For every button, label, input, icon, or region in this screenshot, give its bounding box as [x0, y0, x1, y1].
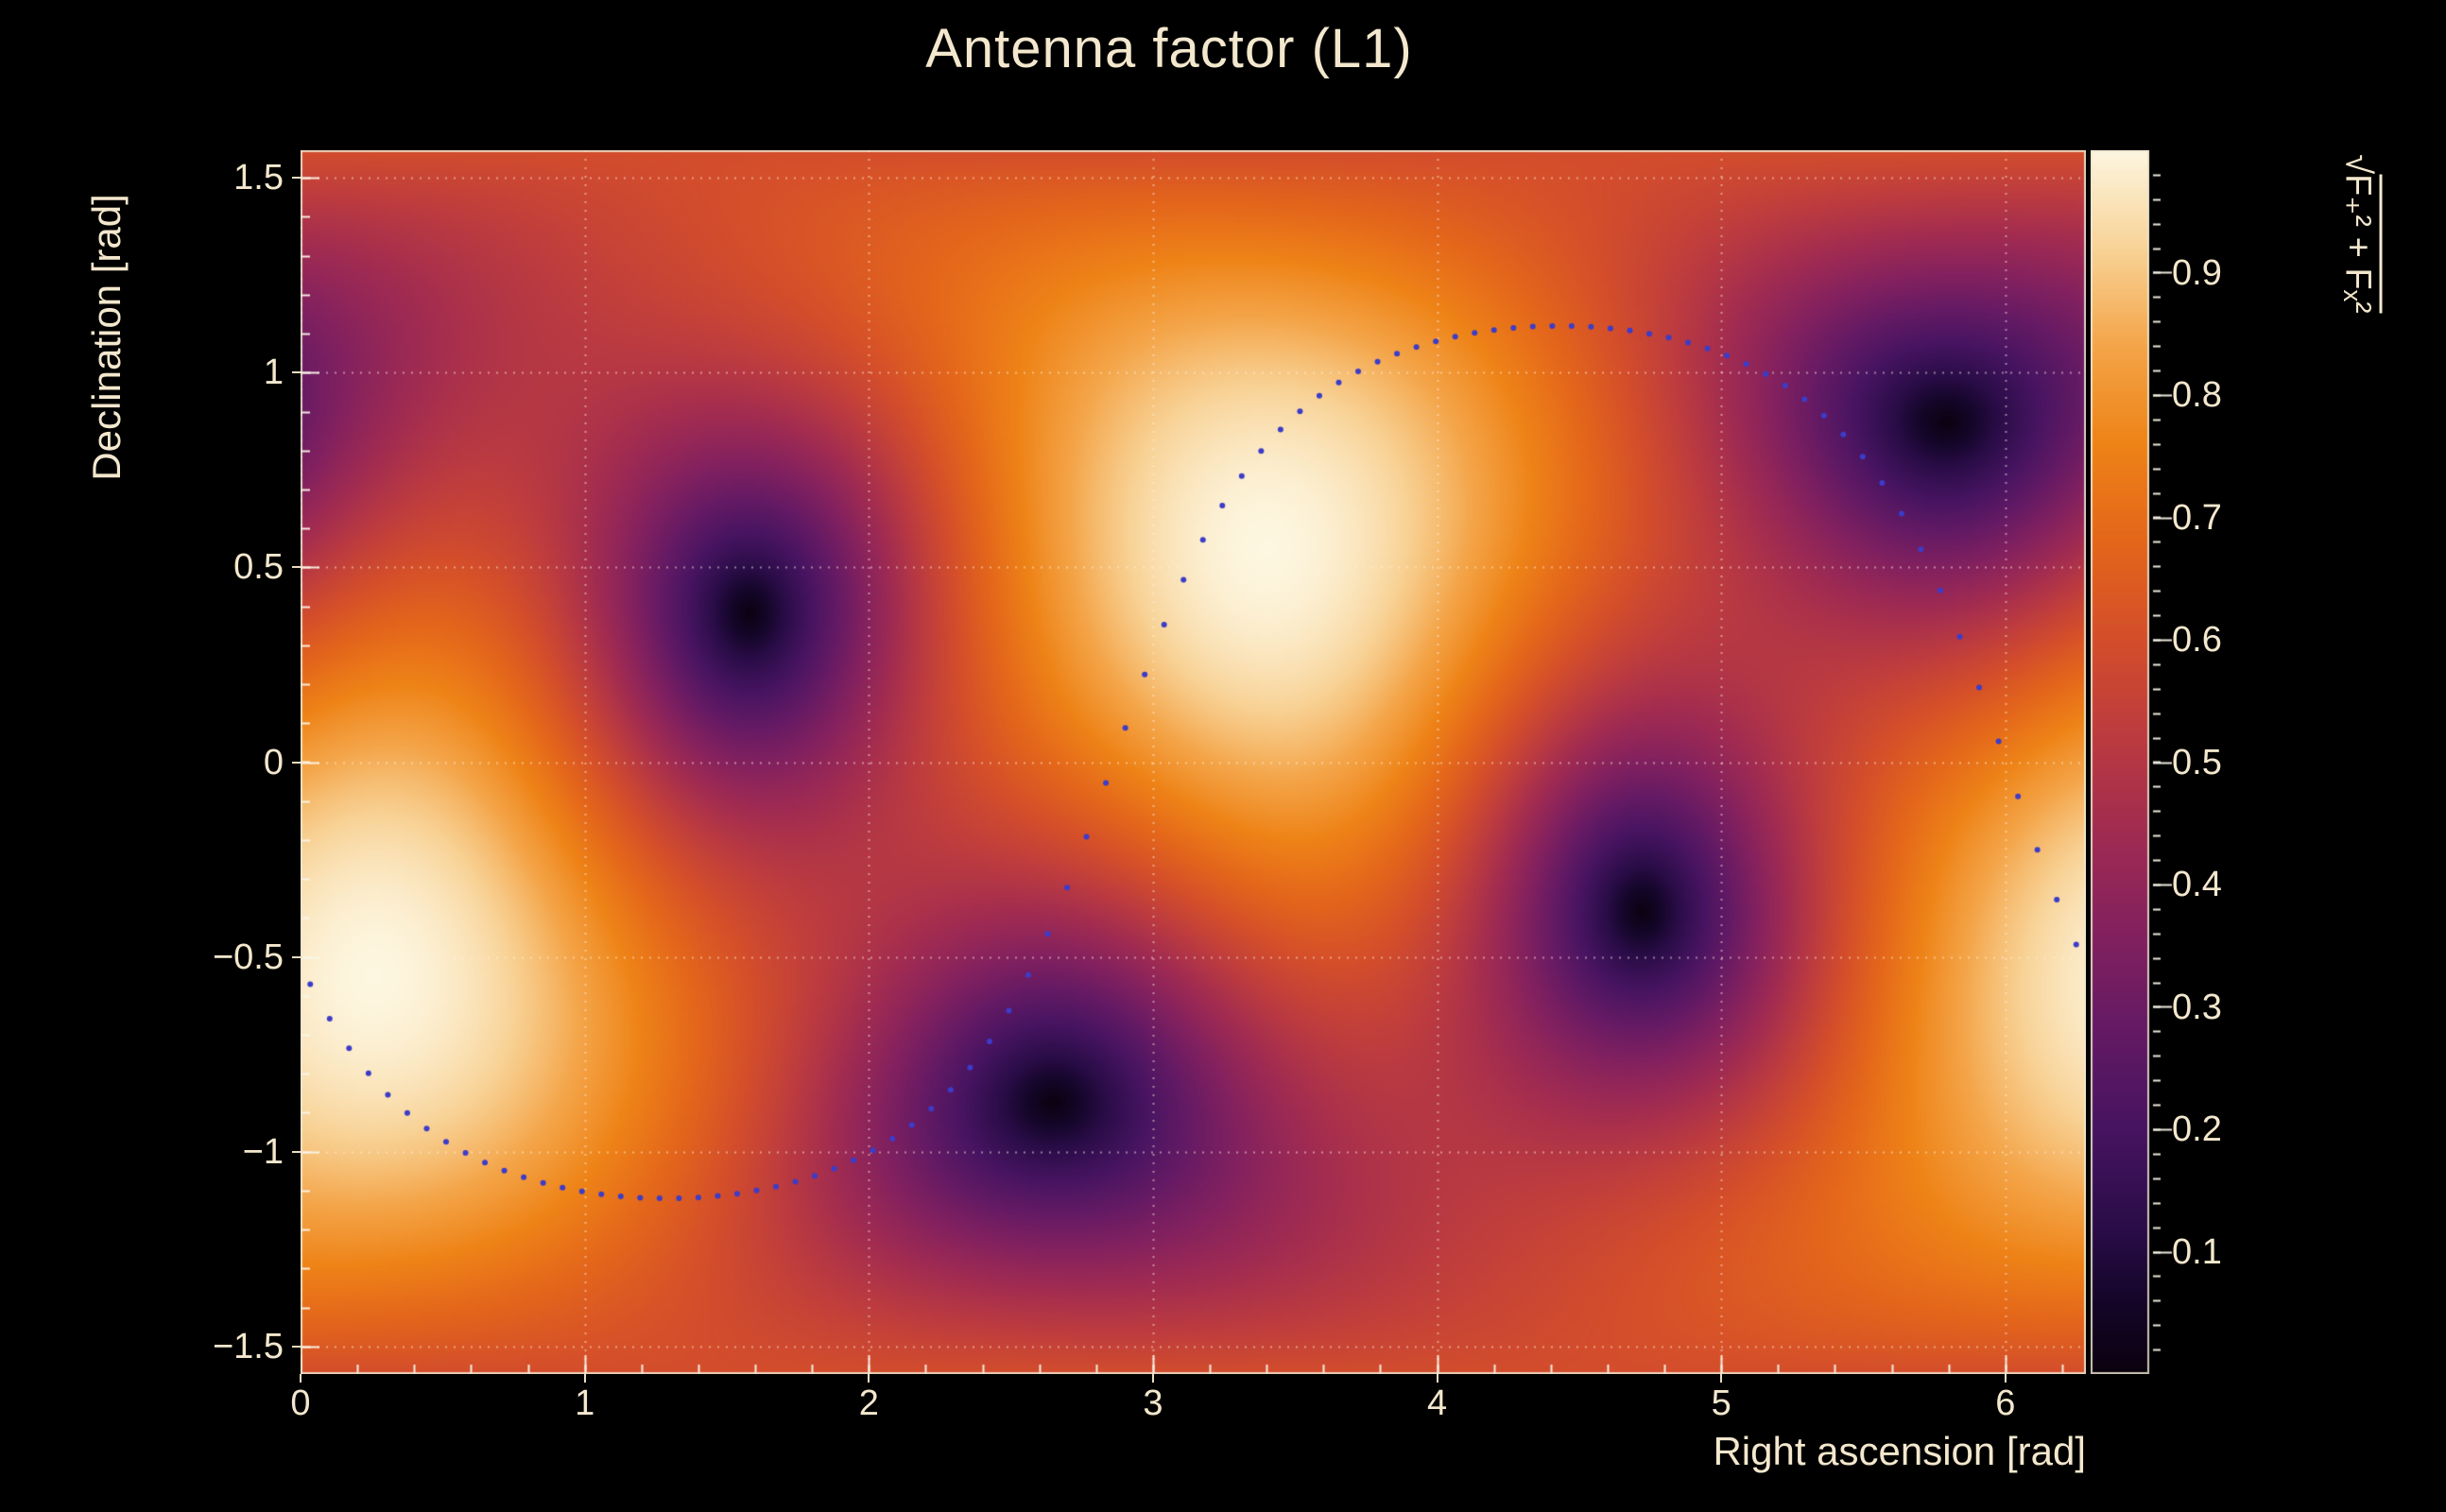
colorbar-canvas	[2091, 150, 2185, 1374]
x-tick-label: 3	[1143, 1383, 1163, 1423]
z-tick-label: 0.3	[2172, 987, 2222, 1027]
y-tick-label: −0.5	[212, 936, 284, 977]
y-axis-outer-tick	[292, 1345, 301, 1348]
y-axis-outer-tick	[292, 566, 301, 569]
z-axis-title: √F₊² + Fₓ²	[2337, 83, 2383, 386]
z-tick-label: 0.5	[2172, 742, 2222, 782]
sqrt-radical-symbol: √	[2337, 154, 2378, 175]
x-axis-outer-tick	[1151, 1374, 1154, 1383]
x-tick-label: 0	[290, 1383, 311, 1423]
x-axis-outer-tick	[868, 1374, 870, 1383]
x-axis-title: Right ascension [rad]	[1713, 1429, 2086, 1473]
z-tick-label: 0.8	[2172, 375, 2222, 415]
y-axis-outer-tick	[292, 177, 301, 180]
x-tick-label: 5	[1711, 1383, 1731, 1423]
y-tick-label: 0.5	[233, 547, 284, 588]
z-tick-label: 0.1	[2172, 1231, 2222, 1272]
z-tick-label: 0.6	[2172, 620, 2222, 660]
x-tick-label: 1	[575, 1383, 595, 1423]
x-axis-outer-tick	[2004, 1374, 2007, 1383]
chart-title: Antenna factor (L1)	[925, 18, 1413, 79]
plot-overlay-canvas	[301, 150, 2086, 1374]
z-tick-label: 0.4	[2172, 865, 2222, 904]
x-axis-outer-tick	[1436, 1374, 1438, 1383]
z-tick-label: 0.7	[2172, 497, 2222, 538]
x-axis-outer-tick	[1720, 1374, 1723, 1383]
z-axis-formula: F₊² + Fₓ²	[2337, 174, 2383, 314]
y-axis-outer-tick	[292, 761, 301, 764]
y-tick-label: −1.5	[212, 1326, 284, 1366]
x-tick-label: 6	[1995, 1383, 2016, 1423]
y-tick-label: −1	[242, 1131, 284, 1172]
y-tick-label: 0	[263, 742, 284, 782]
y-axis-outer-tick	[292, 955, 301, 958]
x-tick-label: 2	[858, 1383, 879, 1423]
x-axis-outer-tick	[583, 1374, 586, 1383]
y-axis-outer-tick	[292, 1150, 301, 1153]
z-tick-label: 0.9	[2172, 252, 2222, 293]
x-axis-outer-tick	[300, 1374, 301, 1383]
x-tick-label: 4	[1426, 1383, 1448, 1423]
y-axis-title: Declination [rad]	[84, 194, 129, 481]
y-tick-label: 1.5	[233, 158, 284, 198]
y-tick-label: 1	[263, 352, 284, 393]
z-tick-label: 0.2	[2172, 1109, 2222, 1149]
y-axis-outer-tick	[292, 371, 301, 374]
